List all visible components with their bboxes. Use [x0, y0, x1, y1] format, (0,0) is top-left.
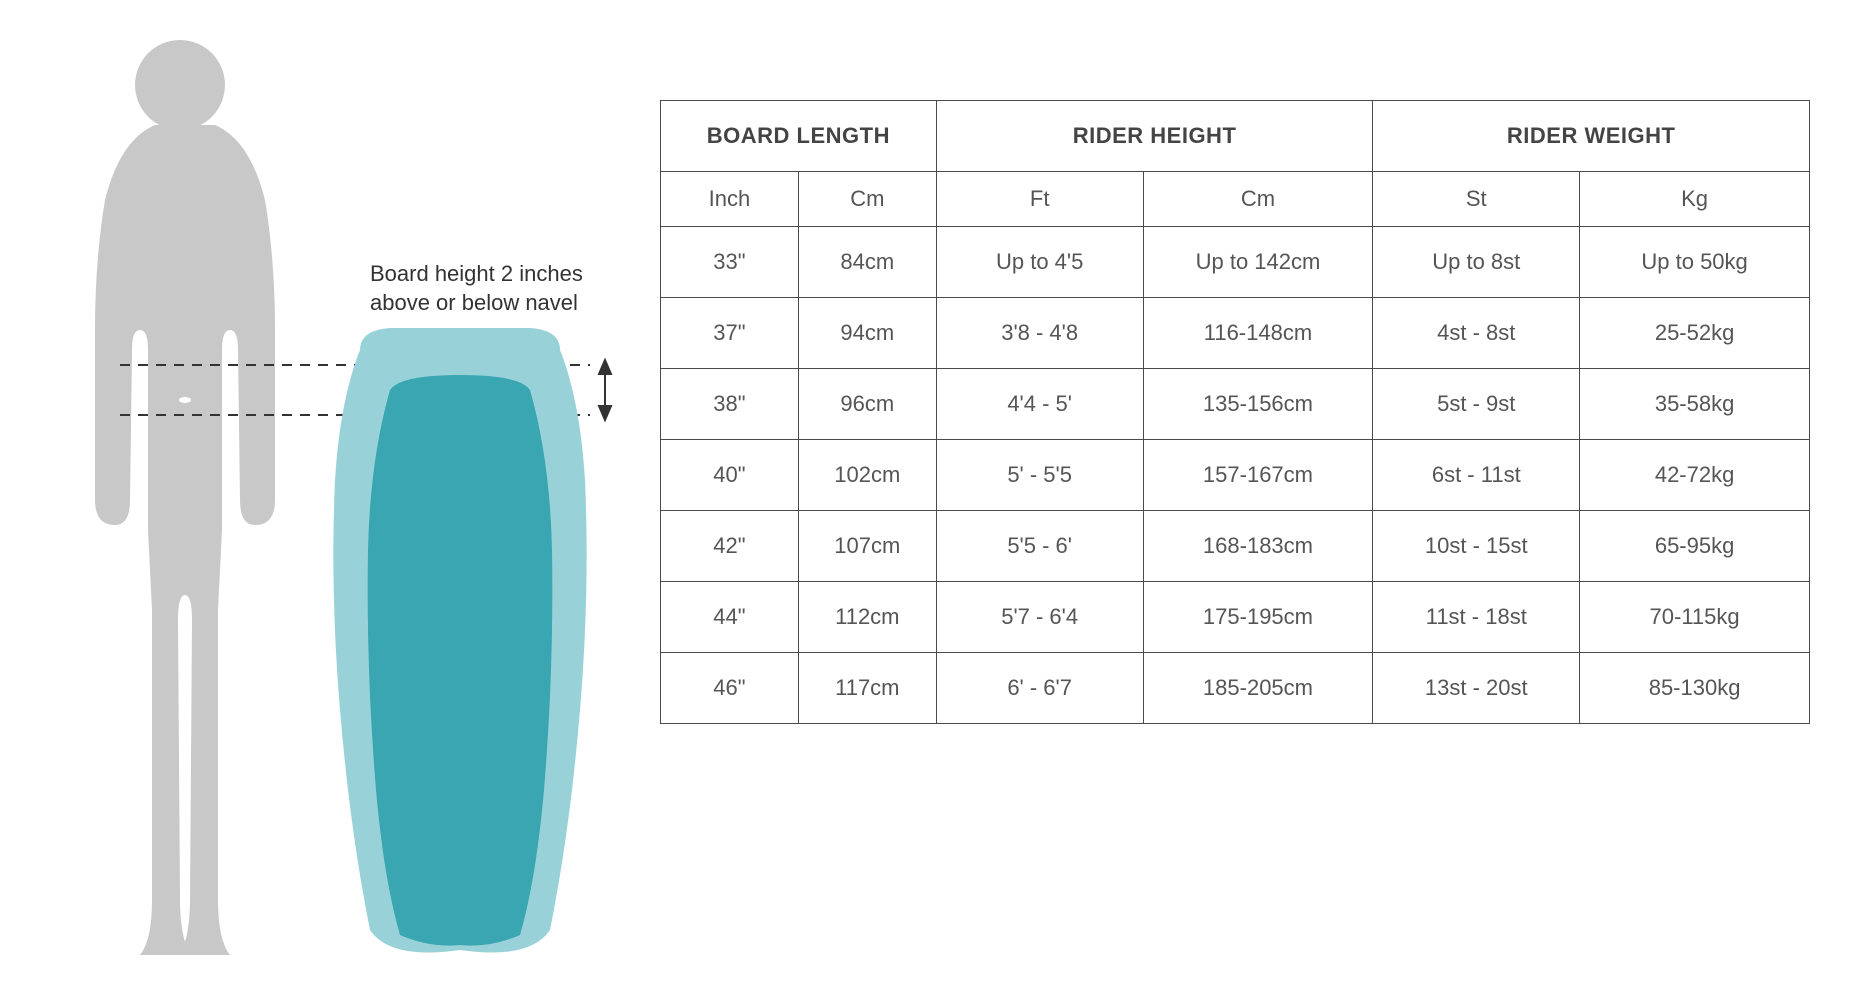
- table-cell: 84cm: [798, 227, 936, 298]
- table-cell: 117cm: [798, 653, 936, 724]
- table-cell: 168-183cm: [1143, 511, 1373, 582]
- table-cell: 157-167cm: [1143, 440, 1373, 511]
- table-subheader-cell: Cm: [798, 172, 936, 227]
- table-cell: 112cm: [798, 582, 936, 653]
- table-cell: 25-52kg: [1580, 298, 1810, 369]
- table-row: 33"84cmUp to 4'5Up to 142cmUp to 8stUp t…: [661, 227, 1810, 298]
- table-cell: 5' - 5'5: [936, 440, 1143, 511]
- person-silhouette: [95, 40, 275, 955]
- table-cell: 6' - 6'7: [936, 653, 1143, 724]
- table-cell: 107cm: [798, 511, 936, 582]
- table-cell: 102cm: [798, 440, 936, 511]
- table-subheader-row: InchCmFtCmStKg: [661, 172, 1810, 227]
- table-subheader-cell: Kg: [1580, 172, 1810, 227]
- table-cell: 42-72kg: [1580, 440, 1810, 511]
- table-cell: 96cm: [798, 369, 936, 440]
- table-row: 38"96cm4'4 - 5'135-156cm5st - 9st35-58kg: [661, 369, 1810, 440]
- table-cell: 175-195cm: [1143, 582, 1373, 653]
- table-cell: 116-148cm: [1143, 298, 1373, 369]
- table-header-cell: RIDER HEIGHT: [936, 101, 1373, 172]
- caption-line-2: above or below navel: [370, 290, 578, 315]
- table-cell: 40": [661, 440, 799, 511]
- height-range-arrow: [599, 360, 611, 420]
- table-cell: 3'8 - 4'8: [936, 298, 1143, 369]
- table-subheader-cell: Ft: [936, 172, 1143, 227]
- table-subheader-cell: St: [1373, 172, 1580, 227]
- size-table: BOARD LENGTHRIDER HEIGHTRIDER WEIGHT Inc…: [660, 100, 1810, 724]
- table-cell: 94cm: [798, 298, 936, 369]
- table-header-cell: BOARD LENGTH: [661, 101, 937, 172]
- table-cell: 4st - 8st: [1373, 298, 1580, 369]
- table-cell: 35-58kg: [1580, 369, 1810, 440]
- table-subheader-cell: Cm: [1143, 172, 1373, 227]
- table-cell: 5'5 - 6': [936, 511, 1143, 582]
- table-cell: 33": [661, 227, 799, 298]
- table-cell: 38": [661, 369, 799, 440]
- table-cell: 42": [661, 511, 799, 582]
- table-cell: 135-156cm: [1143, 369, 1373, 440]
- table-row: 46"117cm6' - 6'7185-205cm13st - 20st85-1…: [661, 653, 1810, 724]
- table-header-row: BOARD LENGTHRIDER HEIGHTRIDER WEIGHT: [661, 101, 1810, 172]
- size-table-panel: BOARD LENGTHRIDER HEIGHTRIDER WEIGHT Inc…: [660, 100, 1810, 724]
- table-row: 37"94cm3'8 - 4'8116-148cm4st - 8st25-52k…: [661, 298, 1810, 369]
- caption: Board height 2 inches above or below nav…: [370, 260, 583, 317]
- table-subheader-cell: Inch: [661, 172, 799, 227]
- sizing-illustration-svg: [60, 30, 640, 970]
- table-cell: Up to 4'5: [936, 227, 1143, 298]
- caption-line-1: Board height 2 inches: [370, 261, 583, 286]
- table-cell: 5st - 9st: [1373, 369, 1580, 440]
- bodyboard-icon: [333, 328, 586, 953]
- sizing-guide: Board height 2 inches above or below nav…: [0, 0, 1862, 1000]
- table-cell: 13st - 20st: [1373, 653, 1580, 724]
- table-cell: 11st - 18st: [1373, 582, 1580, 653]
- table-cell: 37": [661, 298, 799, 369]
- table-header-cell: RIDER WEIGHT: [1373, 101, 1810, 172]
- table-cell: Up to 142cm: [1143, 227, 1373, 298]
- table-row: 42"107cm5'5 - 6'168-183cm10st - 15st65-9…: [661, 511, 1810, 582]
- table-cell: 10st - 15st: [1373, 511, 1580, 582]
- table-cell: 44": [661, 582, 799, 653]
- table-cell: 5'7 - 6'4: [936, 582, 1143, 653]
- table-cell: 4'4 - 5': [936, 369, 1143, 440]
- table-cell: 6st - 11st: [1373, 440, 1580, 511]
- illustration-panel: Board height 2 inches above or below nav…: [60, 30, 640, 970]
- table-cell: Up to 8st: [1373, 227, 1580, 298]
- table-cell: 46": [661, 653, 799, 724]
- table-row: 44"112cm5'7 - 6'4175-195cm11st - 18st70-…: [661, 582, 1810, 653]
- table-cell: 85-130kg: [1580, 653, 1810, 724]
- table-cell: 70-115kg: [1580, 582, 1810, 653]
- table-cell: 65-95kg: [1580, 511, 1810, 582]
- table-cell: Up to 50kg: [1580, 227, 1810, 298]
- table-cell: 185-205cm: [1143, 653, 1373, 724]
- table-row: 40"102cm5' - 5'5157-167cm6st - 11st42-72…: [661, 440, 1810, 511]
